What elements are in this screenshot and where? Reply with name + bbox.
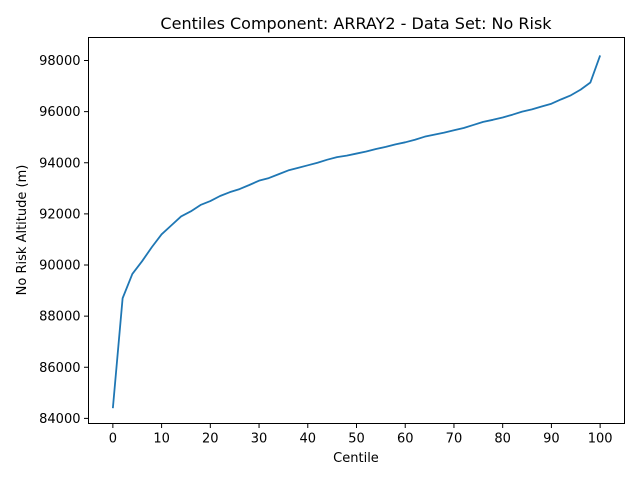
x-tick-label: 0 <box>109 432 117 447</box>
y-axis-ticks: 84000 86000 88000 90000 92000 94000 96000 98000 <box>39 54 89 427</box>
x-axis-ticks: 0 10 20 30 40 50 60 70 80 90 100 <box>109 423 613 447</box>
y-tick-label: 92000 <box>39 207 80 222</box>
series-line <box>111 55 601 409</box>
y-tick-label: 94000 <box>39 156 80 171</box>
plot-frame <box>88 37 625 424</box>
x-tick-label: 10 <box>153 432 170 447</box>
x-tick-label: 80 <box>494 432 511 447</box>
x-tick-label: 70 <box>446 432 463 447</box>
y-tick-label: 88000 <box>39 310 80 325</box>
y-tick-label: 96000 <box>39 105 80 120</box>
y-tick-label: 90000 <box>39 259 80 274</box>
x-tick-label: 30 <box>251 432 268 447</box>
x-axis-label: Centile <box>333 451 379 466</box>
x-tick-label: 20 <box>202 432 219 447</box>
y-tick-label: 86000 <box>39 361 80 376</box>
x-tick-label: 60 <box>397 432 414 447</box>
chart-title: Centiles Component: ARRAY2 - Data Set: N… <box>160 14 552 33</box>
x-tick-label: 50 <box>348 432 365 447</box>
y-axis-label: No Risk Altitude (m) <box>15 165 30 296</box>
x-tick-label: 90 <box>543 432 560 447</box>
y-tick-label: 98000 <box>39 54 80 69</box>
x-tick-label: 40 <box>299 432 316 447</box>
y-tick-label: 84000 <box>39 412 80 427</box>
x-tick-label: 100 <box>588 432 613 447</box>
